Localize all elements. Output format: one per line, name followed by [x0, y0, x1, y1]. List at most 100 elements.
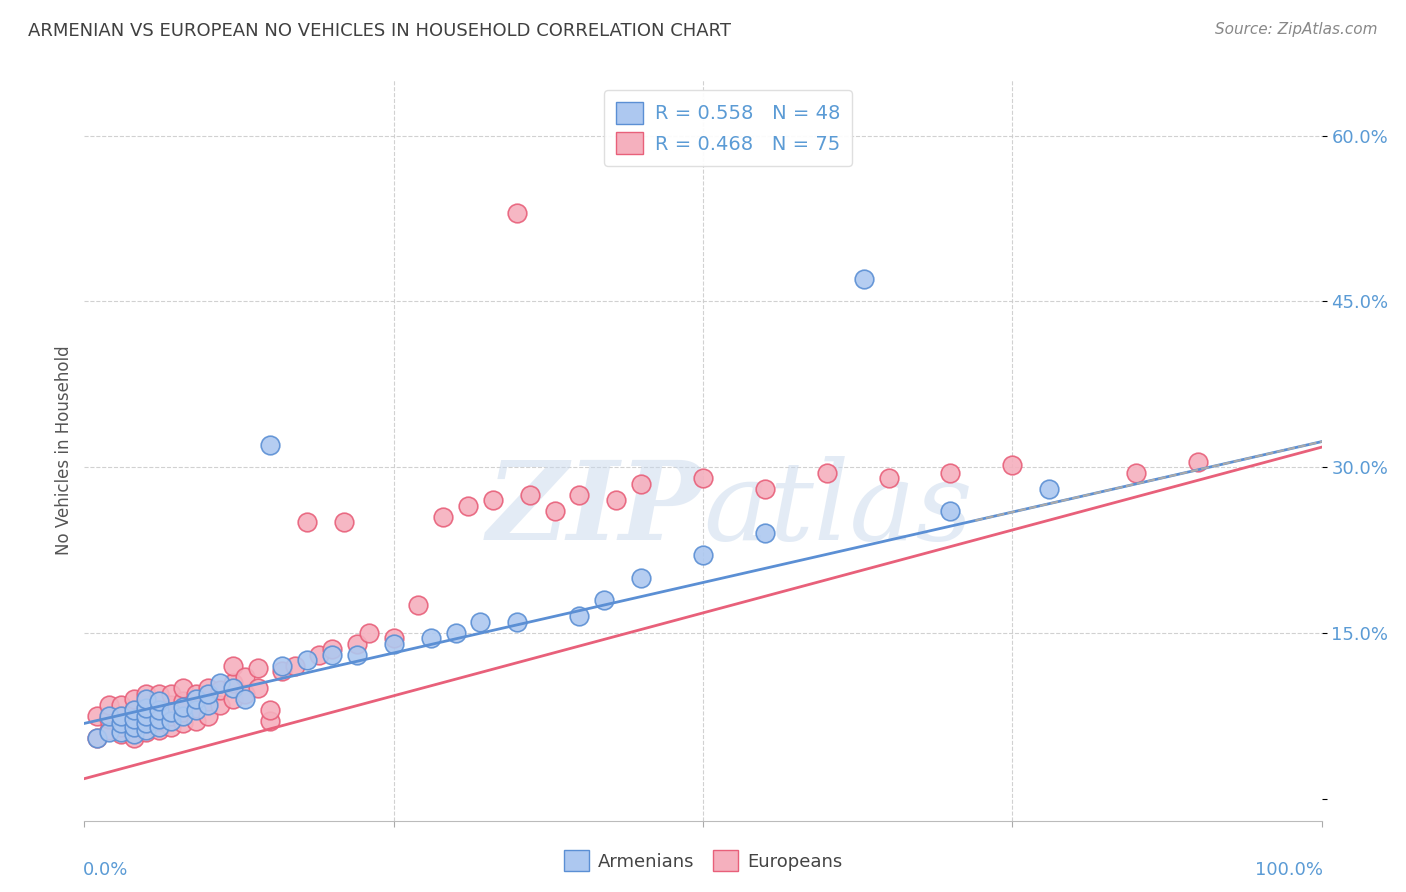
- Point: [172, 694, 194, 708]
- Point: [419, 632, 441, 646]
- Point: [122, 720, 145, 734]
- Point: [197, 694, 219, 708]
- Point: [184, 701, 207, 715]
- Point: [432, 509, 454, 524]
- Point: [333, 516, 356, 530]
- Point: [692, 471, 714, 485]
- Point: [939, 504, 962, 518]
- Point: [148, 703, 170, 717]
- Point: [815, 466, 838, 480]
- Point: [197, 681, 219, 695]
- Point: [754, 526, 776, 541]
- Point: [135, 708, 157, 723]
- Point: [98, 725, 121, 739]
- Point: [852, 272, 875, 286]
- Point: [148, 712, 170, 726]
- Point: [160, 687, 183, 701]
- Point: [172, 706, 194, 720]
- Point: [271, 659, 294, 673]
- Point: [184, 714, 207, 729]
- Point: [135, 698, 157, 712]
- Point: [197, 687, 219, 701]
- Point: [233, 670, 256, 684]
- Point: [568, 609, 591, 624]
- Point: [172, 708, 194, 723]
- Point: [259, 438, 281, 452]
- Point: [148, 714, 170, 729]
- Point: [222, 675, 245, 690]
- Point: [110, 727, 132, 741]
- Point: [110, 725, 132, 739]
- Point: [246, 681, 269, 695]
- Point: [295, 653, 318, 667]
- Text: atlas: atlas: [703, 456, 973, 564]
- Point: [519, 488, 541, 502]
- Legend: Armenians, Europeans: Armenians, Europeans: [557, 843, 849, 879]
- Point: [135, 692, 157, 706]
- Point: [122, 712, 145, 726]
- Point: [135, 701, 157, 715]
- Point: [630, 570, 652, 584]
- Point: [110, 708, 132, 723]
- Point: [408, 598, 430, 612]
- Point: [308, 648, 330, 662]
- Point: [184, 703, 207, 717]
- Point: [122, 712, 145, 726]
- Point: [939, 466, 962, 480]
- Text: 100.0%: 100.0%: [1256, 862, 1323, 880]
- Point: [321, 648, 343, 662]
- Point: [148, 723, 170, 737]
- Point: [122, 731, 145, 745]
- Point: [246, 661, 269, 675]
- Point: [222, 681, 245, 695]
- Legend: R = 0.558   N = 48, R = 0.468   N = 75: R = 0.558 N = 48, R = 0.468 N = 75: [605, 90, 852, 166]
- Point: [86, 708, 108, 723]
- Point: [160, 708, 183, 723]
- Point: [110, 720, 132, 734]
- Point: [382, 637, 405, 651]
- Point: [877, 471, 900, 485]
- Point: [135, 687, 157, 701]
- Point: [382, 632, 405, 646]
- Point: [98, 712, 121, 726]
- Text: ARMENIAN VS EUROPEAN NO VEHICLES IN HOUSEHOLD CORRELATION CHART: ARMENIAN VS EUROPEAN NO VEHICLES IN HOUS…: [28, 22, 731, 40]
- Text: 0.0%: 0.0%: [83, 862, 128, 880]
- Point: [1001, 458, 1024, 472]
- Point: [209, 698, 232, 712]
- Point: [98, 698, 121, 712]
- Point: [98, 708, 121, 723]
- Point: [86, 731, 108, 745]
- Point: [160, 720, 183, 734]
- Text: ZIP: ZIP: [486, 456, 703, 564]
- Point: [630, 476, 652, 491]
- Point: [184, 687, 207, 701]
- Point: [135, 725, 157, 739]
- Point: [543, 504, 565, 518]
- Point: [259, 703, 281, 717]
- Y-axis label: No Vehicles in Household: No Vehicles in Household: [55, 345, 73, 556]
- Point: [605, 493, 627, 508]
- Point: [172, 681, 194, 695]
- Point: [346, 648, 368, 662]
- Point: [86, 731, 108, 745]
- Text: Source: ZipAtlas.com: Source: ZipAtlas.com: [1215, 22, 1378, 37]
- Point: [135, 716, 157, 731]
- Point: [321, 642, 343, 657]
- Point: [457, 499, 479, 513]
- Point: [148, 720, 170, 734]
- Point: [593, 592, 616, 607]
- Point: [148, 687, 170, 701]
- Point: [259, 714, 281, 729]
- Point: [1187, 454, 1209, 468]
- Point: [135, 708, 157, 723]
- Point: [135, 723, 157, 737]
- Point: [122, 703, 145, 717]
- Point: [271, 665, 294, 679]
- Point: [754, 482, 776, 496]
- Point: [506, 206, 529, 220]
- Point: [222, 692, 245, 706]
- Point: [197, 698, 219, 712]
- Point: [122, 720, 145, 734]
- Point: [1038, 482, 1060, 496]
- Point: [1125, 466, 1147, 480]
